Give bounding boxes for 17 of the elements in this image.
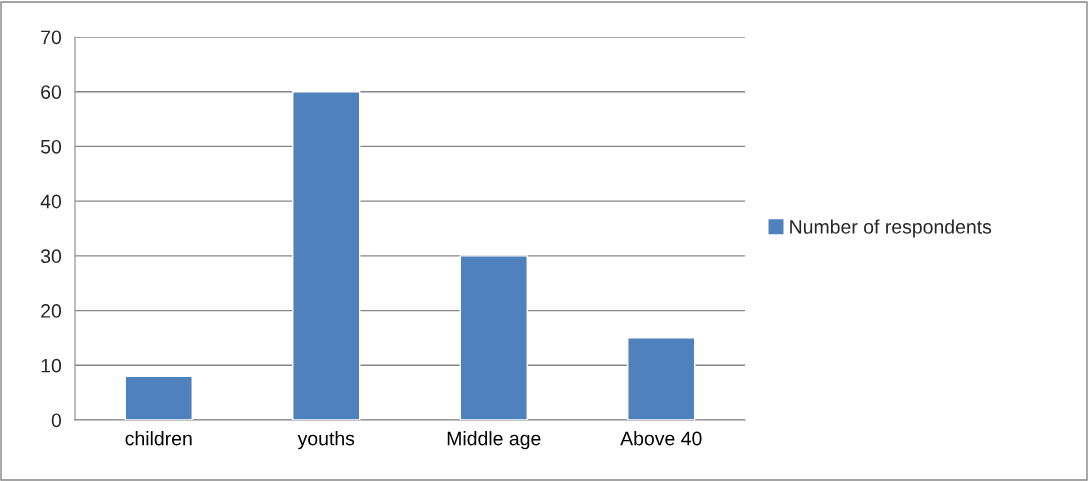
y-tick-label: 40: [40, 194, 62, 209]
legend-label: Number of respondents: [790, 219, 992, 238]
bar: [627, 337, 696, 420]
bar: [459, 255, 528, 420]
x-tick-label: youths: [297, 431, 355, 450]
bar: [292, 91, 361, 420]
y-tick-label: 70: [41, 30, 62, 45]
y-tick-label: 30: [40, 249, 62, 264]
y-tick-label: 50: [40, 139, 62, 154]
y-tick-label: 20: [41, 304, 62, 318]
x-tick-label: children: [125, 431, 192, 446]
x-tick-label: Above 40: [620, 431, 702, 446]
y-tick-label: 0: [51, 413, 62, 428]
y-tick-label: 10: [41, 358, 62, 373]
y-tick-label: 60: [41, 85, 62, 99]
x-tick-label: Middle age: [447, 431, 541, 450]
bar: [124, 375, 193, 420]
